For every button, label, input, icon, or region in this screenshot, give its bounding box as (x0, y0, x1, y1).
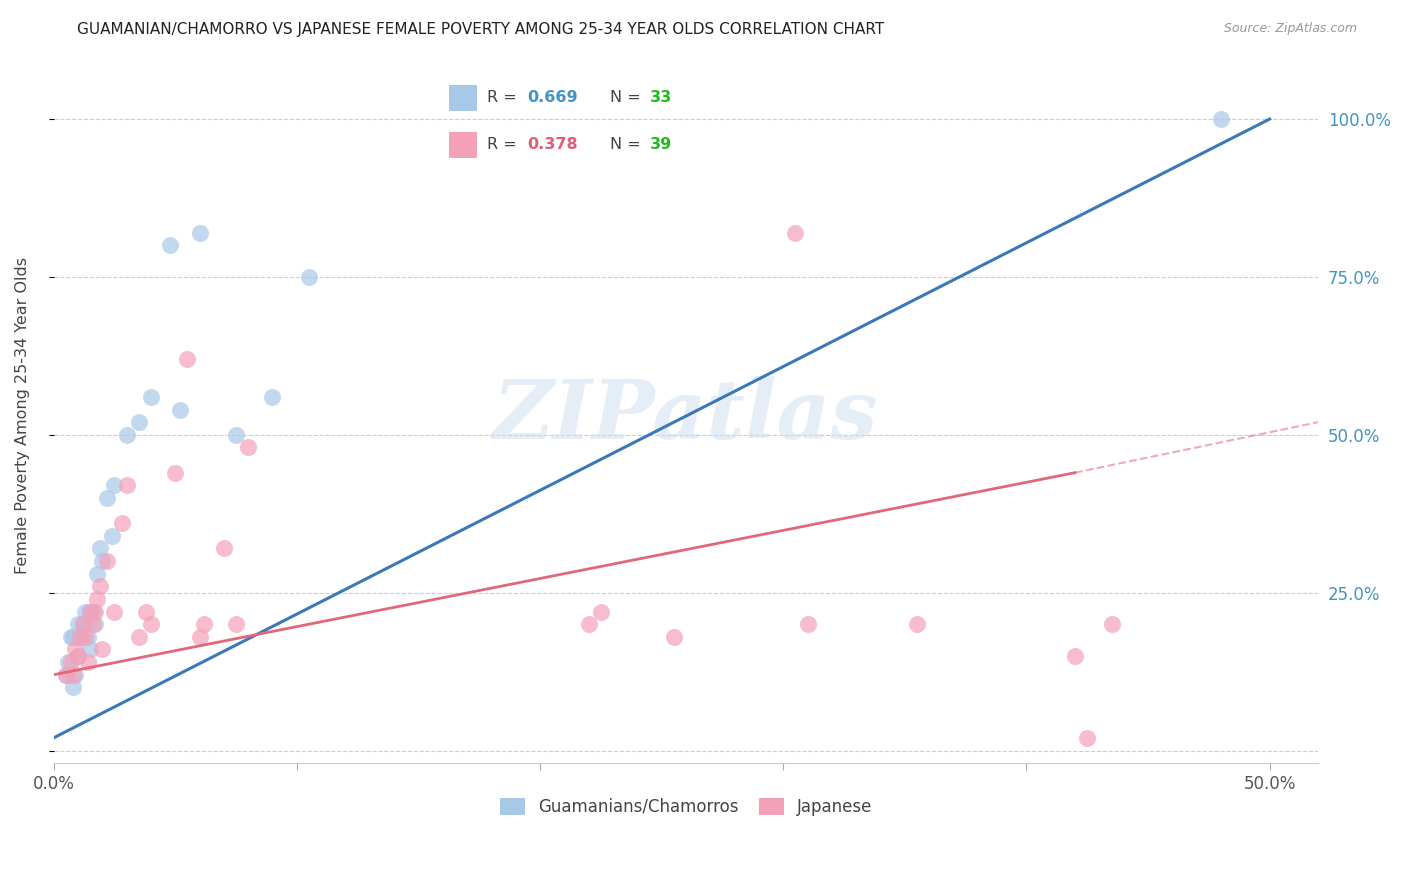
Point (75, 630, 97, 644)
Point (135, 605, 157, 619)
Point (785, 226, 807, 240)
Point (111, 516, 134, 531)
Point (169, 402, 191, 417)
Point (225, 427, 247, 442)
Point (76, 655, 98, 669)
Point (72, 617, 94, 632)
Point (58, 655, 80, 669)
Point (139, 390, 162, 404)
Point (59, 655, 82, 669)
Point (66, 648, 89, 663)
Point (79, 642, 101, 657)
Point (1101, 617, 1123, 632)
Point (905, 617, 928, 632)
Point (1209, 112, 1232, 126)
Point (128, 415, 150, 429)
Point (65, 667, 87, 681)
Point (75, 605, 97, 619)
Point (59, 630, 82, 644)
Point (82, 605, 104, 619)
Point (89, 579, 111, 593)
Text: ZIPatlas: ZIPatlas (494, 376, 879, 456)
Point (238, 441, 260, 455)
Point (1064, 648, 1087, 663)
Point (1076, 731, 1098, 745)
Legend: Guamanians/Chamorros, Japanese: Guamanians/Chamorros, Japanese (491, 789, 880, 824)
Point (225, 617, 247, 632)
Point (55, 667, 77, 681)
Point (69, 630, 91, 644)
Point (79, 605, 101, 619)
Point (62, 667, 84, 681)
Point (115, 478, 138, 492)
Point (589, 605, 612, 619)
Point (188, 226, 211, 240)
Point (84, 605, 107, 619)
Point (662, 630, 685, 644)
Point (91, 554, 114, 568)
Point (188, 630, 211, 644)
Point (103, 478, 125, 492)
Point (66, 648, 89, 663)
Text: Source: ZipAtlas.com: Source: ZipAtlas.com (1223, 22, 1357, 36)
Point (66, 617, 89, 632)
Point (193, 617, 215, 632)
Point (165, 466, 187, 480)
Point (139, 617, 162, 632)
Point (79, 605, 101, 619)
Point (76, 630, 98, 644)
Point (62, 630, 84, 644)
Point (262, 390, 284, 404)
Point (96, 491, 118, 505)
Point (176, 351, 198, 366)
Point (578, 617, 600, 632)
Point (65, 642, 87, 657)
Point (128, 630, 150, 644)
Point (69, 630, 91, 644)
Point (298, 269, 321, 284)
Point (115, 427, 138, 442)
Text: GUAMANIAN/CHAMORRO VS JAPANESE FEMALE POVERTY AMONG 25-34 YEAR OLDS CORRELATION : GUAMANIAN/CHAMORRO VS JAPANESE FEMALE PO… (77, 22, 884, 37)
Point (82, 617, 104, 632)
Point (796, 617, 818, 632)
Point (86, 591, 108, 606)
Point (96, 554, 118, 568)
Point (103, 605, 125, 619)
Point (62, 681, 84, 695)
Point (159, 238, 181, 252)
Point (89, 541, 111, 556)
Point (55, 667, 77, 681)
Point (86, 566, 108, 581)
Point (84, 617, 107, 632)
Point (72, 617, 94, 632)
Y-axis label: Female Poverty Among 25-34 Year Olds: Female Poverty Among 25-34 Year Olds (15, 257, 30, 574)
Point (212, 541, 235, 556)
Point (101, 529, 124, 543)
Point (91, 642, 114, 657)
